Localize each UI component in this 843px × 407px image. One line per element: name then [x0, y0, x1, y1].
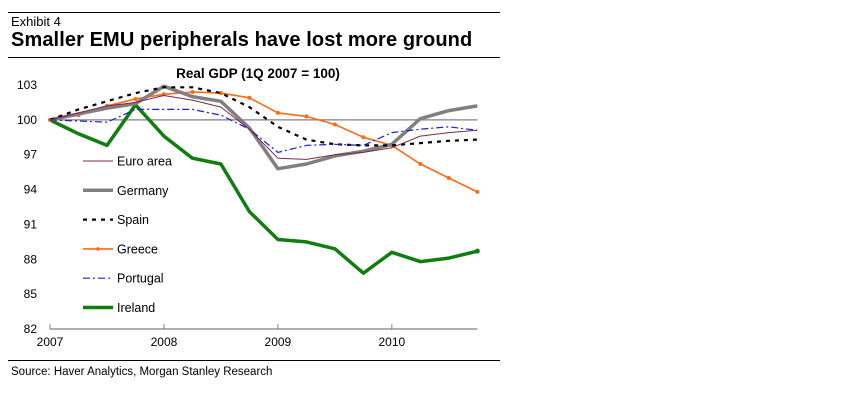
x-tick-label: 2010	[378, 335, 405, 349]
y-tick-label: 91	[24, 217, 38, 231]
legend-label-ireland: Ireland	[117, 301, 155, 315]
y-tick-label: 88	[24, 252, 38, 266]
data-point-greece	[218, 91, 223, 96]
series-line-euro-area	[49, 95, 478, 160]
series-line-germany	[49, 84, 478, 171]
footer-rule	[8, 360, 500, 361]
series-layer	[48, 84, 480, 275]
legend: Euro area Germany Spain Greece Portugal Irela…	[83, 155, 172, 315]
legend-label-germany: Germany	[117, 184, 169, 198]
y-tick-label: 82	[24, 322, 38, 336]
legend-label-portugal: Portugal	[117, 272, 164, 286]
data-point-greece	[304, 114, 309, 119]
exhibit-label: Exhibit 4	[11, 14, 61, 29]
data-point-ireland	[474, 248, 480, 254]
series-line-greece	[49, 91, 478, 193]
y-tick-label: 103	[17, 78, 37, 92]
data-point-greece	[475, 189, 480, 194]
title-rule	[8, 57, 500, 58]
page-title: Smaller EMU peripherals have lost more g…	[11, 29, 473, 51]
y-tick-label: 97	[24, 148, 38, 162]
top-rule	[8, 12, 500, 13]
legend-label-greece: Greece	[117, 242, 158, 256]
data-point-greece	[190, 89, 195, 94]
chart-title: Real GDP (1Q 2007 = 100)	[176, 66, 340, 81]
y-axis: 82 85 88 91 94 97 100 103	[17, 78, 37, 336]
data-point-greece	[361, 135, 366, 140]
y-tick-label: 94	[24, 183, 38, 197]
legend-label-euro-area: Euro area	[117, 155, 172, 169]
legend-label-spain: Spain	[117, 213, 149, 227]
series-line-spain	[49, 86, 478, 147]
legend-marker-greece	[96, 247, 100, 251]
data-point-greece	[446, 175, 451, 180]
x-tick-label: 2009	[265, 335, 292, 349]
line-chart: Real GDP (1Q 2007 = 100) 82 85 88 91 94 97 100…	[17, 66, 480, 349]
data-point-greece	[133, 96, 138, 101]
data-point-greece	[332, 122, 337, 127]
y-tick-label: 100	[17, 113, 37, 127]
data-point-greece	[275, 110, 280, 115]
x-tick-label: 2008	[151, 335, 178, 349]
source-note: Source: Haver Analytics, Morgan Stanley …	[11, 366, 273, 378]
x-tick-label: 2007	[37, 335, 64, 349]
data-point-greece	[247, 95, 252, 100]
data-point-greece	[418, 162, 423, 167]
series-line-ireland	[49, 103, 478, 275]
y-tick-label: 85	[24, 287, 38, 301]
x-axis: 2007 2008 2009 2010	[37, 324, 478, 349]
